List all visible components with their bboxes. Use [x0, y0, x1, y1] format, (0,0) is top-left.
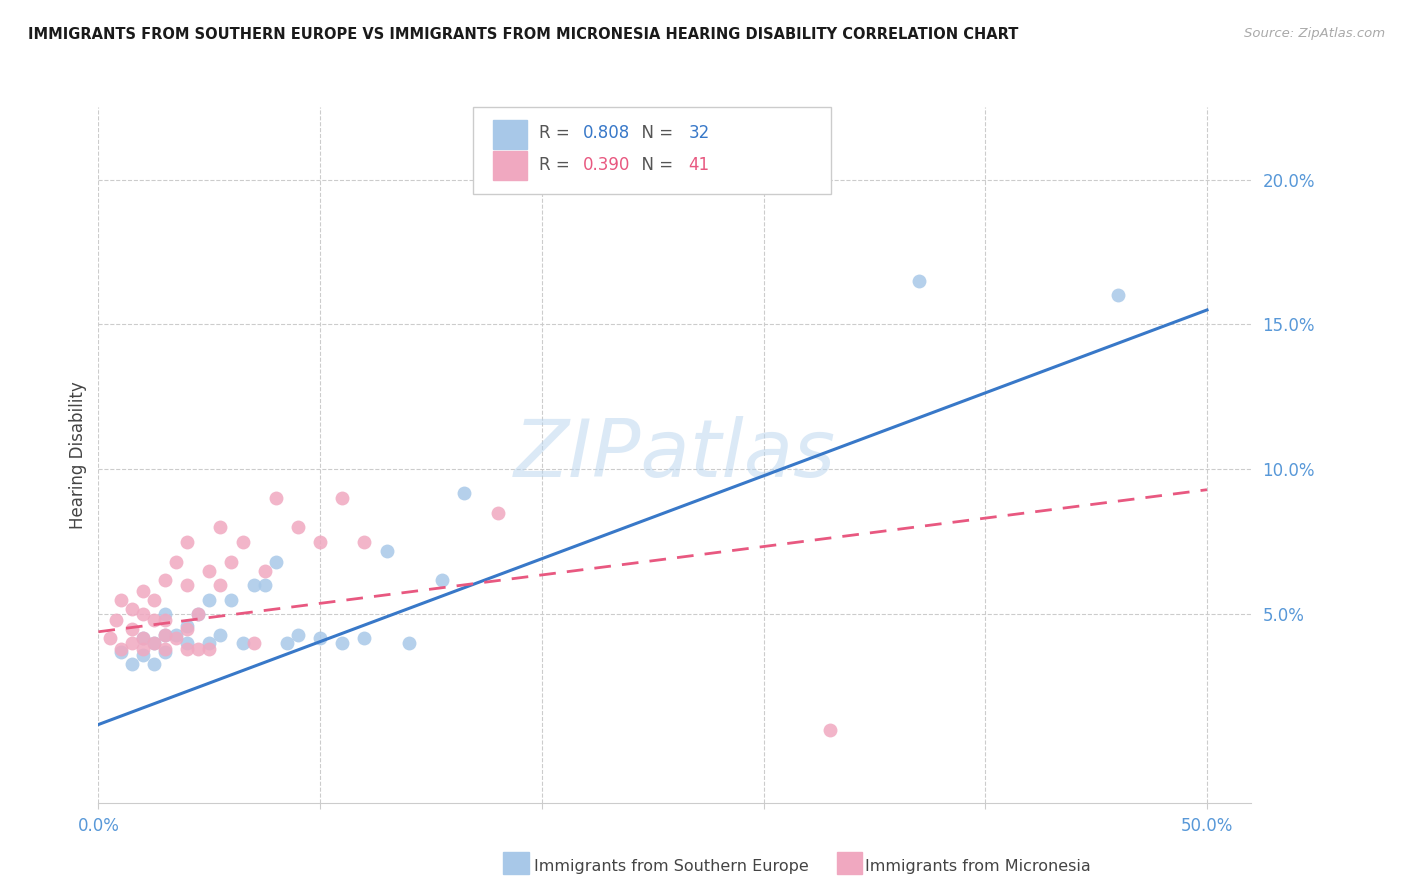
Point [142, 636, 165, 650]
Point [231, 636, 254, 650]
Text: Immigrants from Micronesia: Immigrants from Micronesia [865, 859, 1091, 873]
Text: N =: N = [631, 125, 679, 143]
Point [276, 636, 298, 650]
Point [253, 578, 276, 592]
Point [209, 520, 232, 534]
Point [287, 520, 309, 534]
Point [253, 564, 276, 578]
Point [110, 642, 132, 657]
Text: Immigrants from Southern Europe: Immigrants from Southern Europe [534, 859, 808, 873]
Text: Source: ZipAtlas.com: Source: ZipAtlas.com [1244, 27, 1385, 40]
Point [153, 607, 176, 622]
Point [153, 628, 176, 642]
Point [264, 555, 287, 569]
Point [121, 601, 143, 615]
Point [142, 613, 165, 627]
Point [132, 631, 155, 645]
Point [353, 534, 375, 549]
Point [242, 636, 264, 650]
Point [209, 628, 232, 642]
Bar [492, 151, 527, 180]
Point [132, 631, 155, 645]
Point [121, 636, 143, 650]
Point [287, 628, 309, 642]
Point [153, 645, 176, 659]
Point [187, 607, 209, 622]
Text: ZIPatlas: ZIPatlas [513, 416, 837, 494]
Point [398, 636, 420, 650]
Y-axis label: Hearing Disability: Hearing Disability [69, 381, 87, 529]
Point [221, 592, 243, 607]
Point [221, 555, 243, 569]
Point [165, 555, 187, 569]
FancyBboxPatch shape [472, 107, 831, 194]
Point [1107, 288, 1129, 302]
Point [121, 622, 143, 636]
Point [176, 642, 198, 657]
Text: 0.808: 0.808 [582, 125, 630, 143]
Bar [492, 120, 527, 149]
Text: 32: 32 [689, 125, 710, 143]
Point [142, 636, 165, 650]
Point [198, 636, 221, 650]
Point [309, 631, 332, 645]
Point [176, 534, 198, 549]
Point [231, 534, 254, 549]
Point [176, 619, 198, 633]
Point [198, 564, 221, 578]
Point [165, 631, 187, 645]
Point [132, 607, 155, 622]
Point [309, 534, 332, 549]
Point [153, 642, 176, 657]
Point [486, 506, 509, 520]
Point [198, 642, 221, 657]
Point [187, 642, 209, 657]
Point [110, 592, 132, 607]
Point [242, 578, 264, 592]
Point [110, 645, 132, 659]
Point [330, 636, 353, 650]
Point [98, 631, 121, 645]
Point [142, 657, 165, 671]
Point [105, 613, 128, 627]
Point [176, 622, 198, 636]
Point [153, 628, 176, 642]
Point [907, 274, 929, 288]
Point [264, 491, 287, 506]
Point [153, 573, 176, 587]
Point [187, 607, 209, 622]
Point [353, 631, 375, 645]
Point [132, 584, 155, 599]
Point [375, 543, 398, 558]
Point [198, 592, 221, 607]
Point [121, 657, 143, 671]
Point [176, 636, 198, 650]
Point [818, 723, 841, 738]
Text: 41: 41 [689, 156, 710, 174]
Text: R =: R = [538, 156, 575, 174]
Text: IMMIGRANTS FROM SOUTHERN EUROPE VS IMMIGRANTS FROM MICRONESIA HEARING DISABILITY: IMMIGRANTS FROM SOUTHERN EUROPE VS IMMIG… [28, 27, 1018, 42]
Point [330, 491, 353, 506]
Text: N =: N = [631, 156, 679, 174]
Point [430, 573, 453, 587]
Text: 0.390: 0.390 [582, 156, 630, 174]
Point [142, 592, 165, 607]
Text: R =: R = [538, 125, 575, 143]
Point [132, 642, 155, 657]
Point [453, 485, 475, 500]
Point [165, 628, 187, 642]
Point [132, 648, 155, 662]
Point [209, 578, 232, 592]
Point [153, 613, 176, 627]
Point [176, 578, 198, 592]
